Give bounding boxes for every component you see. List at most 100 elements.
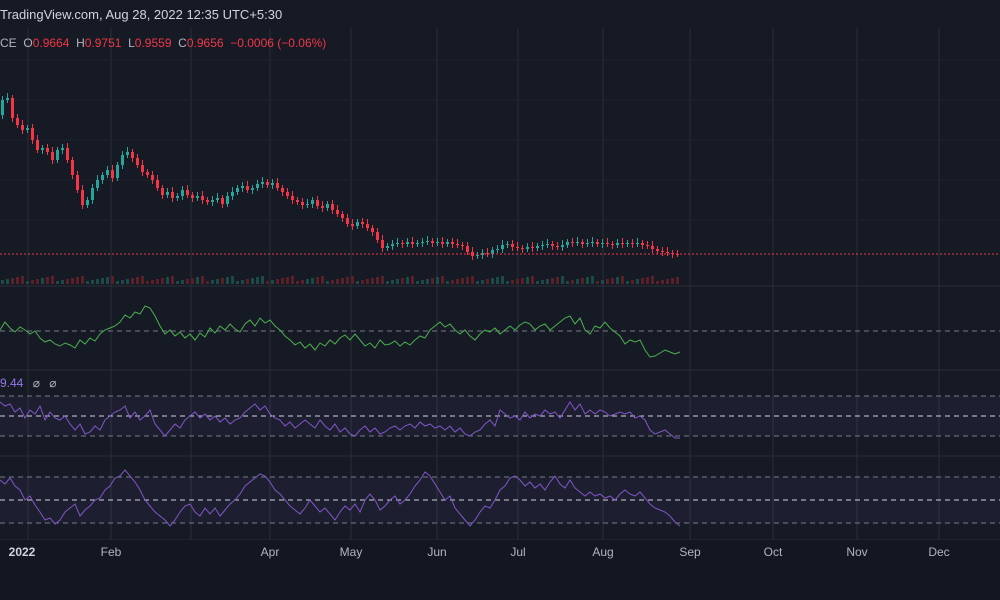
volume-bar [611,278,614,284]
candle-body [406,242,409,244]
candle-body [441,242,444,244]
volume-bar [636,279,639,284]
candle-body [51,152,54,160]
volume-bar [171,276,174,284]
candle-body [196,196,199,198]
x-tick-label-apr: Apr [261,545,280,559]
volume-bar [251,278,254,284]
candle-body [461,245,464,246]
candle-body [301,202,304,205]
candle-body [421,242,424,243]
candle-body [466,246,469,252]
volume-bar [6,279,9,284]
candle-body [496,249,499,250]
volume-bar [676,277,679,284]
volume-bar [421,280,424,284]
candle-body [371,228,374,232]
volume-bar [571,280,574,284]
volume-bar [16,277,19,284]
volume-bar [236,281,239,284]
volume-bar [541,280,544,284]
x-tick-label-may: May [340,545,363,559]
candle-body [161,188,164,195]
volume-bar [86,281,89,284]
x-tick-label-jun: Jun [427,545,446,559]
candle-body [116,165,119,178]
volume-bar [166,277,169,284]
high-label: H [76,36,85,50]
volume-bar [461,278,464,284]
volume-bar [96,279,99,284]
candle-body [536,246,539,248]
volume-bar [416,281,419,284]
volume-bar [536,281,539,284]
candle-body [146,172,149,175]
candle-body [376,232,379,240]
candle-body [641,243,644,245]
candle-body [646,245,649,246]
x-tick-label-2022: 2022 [9,545,36,559]
volume-bar [261,276,264,284]
x-tick-label-aug: Aug [592,545,613,559]
volume-bar [76,277,79,284]
candle-body [476,255,479,256]
candle-body [426,241,429,242]
volume-bar [71,278,74,284]
volume-bar [291,276,294,284]
volume-bar [626,281,629,284]
candle-body [226,196,229,204]
candle-body [191,195,194,198]
candle-body [661,251,664,252]
candle-body [386,246,389,248]
volume-bar [191,278,194,284]
volume-bar [306,279,309,284]
volume-bar [241,280,244,284]
candle-body [361,222,364,224]
candle-body [551,244,554,246]
candle-body [211,200,214,202]
change-value: −0.0006 (−0.06%) [230,36,327,50]
volume-bar [81,276,84,284]
volume-bar [671,278,674,284]
candle-body [256,184,259,188]
volume-bar [31,280,34,284]
candle-body [1,100,4,115]
candle-body [316,200,319,206]
volume-bar [11,278,14,284]
volume-bar [581,278,584,284]
candle-body [576,242,579,243]
candle-body [266,182,269,185]
volume-bar [231,276,234,284]
open-label: O [23,36,33,50]
volume-bar [131,278,134,284]
volume-bar [186,279,189,284]
volume-bar [601,280,604,284]
volume-bar [381,276,384,284]
candle-body [86,200,89,205]
visibility-icon[interactable]: ⌀ [32,376,40,390]
candle-body [176,196,179,198]
candle-body [571,242,574,243]
candle-body [396,243,399,244]
candle-body [236,188,239,192]
volume-bar [516,279,519,284]
volume-bar [476,281,479,284]
candle-body [346,218,349,224]
candle-body [526,247,529,249]
volume-bar [301,280,304,284]
candle-body [616,243,619,245]
candle-body [436,242,439,243]
volume-bar [356,281,359,284]
volume-bar [531,276,534,284]
volume-bar [141,276,144,284]
volume-bar [46,277,49,284]
volume-bar [596,281,599,284]
x-axis-background [0,540,1000,600]
volume-bar [426,279,429,284]
settings-icon[interactable]: ⌀ [49,376,57,390]
pane-separators [0,285,1000,600]
volume-bar [401,278,404,284]
volume-bar [386,281,389,284]
volume-bar [551,278,554,284]
volume-bar [341,278,344,284]
